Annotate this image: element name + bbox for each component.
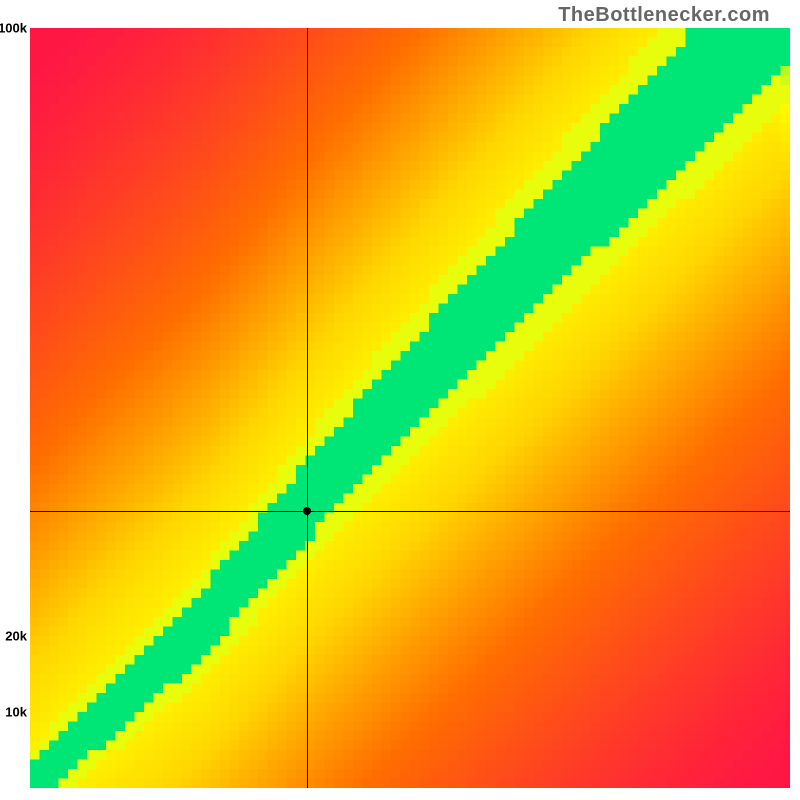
y-tick-label: 20k	[5, 629, 27, 644]
heatmap	[30, 28, 790, 788]
plot-area	[30, 28, 790, 788]
chart-container: TheBottlenecker.com 10k 20k 100k	[0, 0, 800, 800]
crosshair-marker	[303, 507, 311, 515]
y-tick-label: 100k	[0, 21, 27, 36]
crosshair-vertical	[307, 28, 308, 788]
crosshair-horizontal	[30, 511, 790, 512]
y-tick-label: 10k	[5, 705, 27, 720]
watermark-text: TheBottlenecker.com	[558, 4, 770, 27]
